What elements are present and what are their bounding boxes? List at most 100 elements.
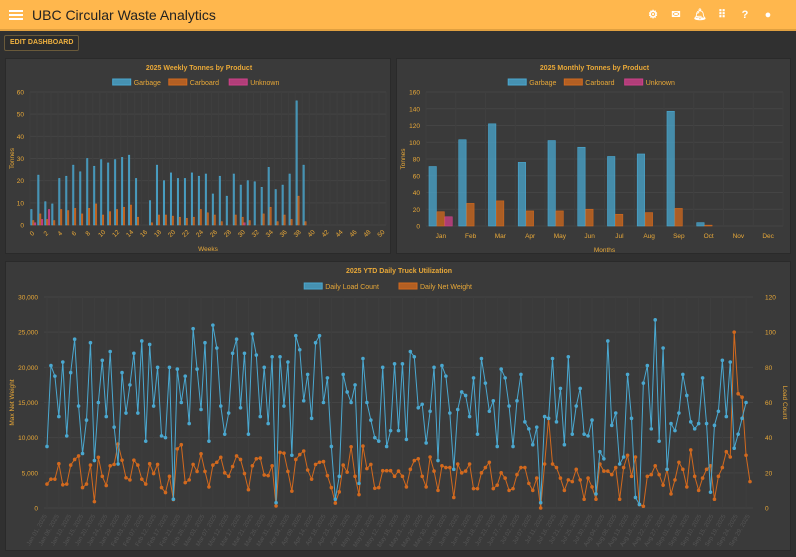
data-point [53, 477, 57, 481]
data-point [400, 362, 405, 366]
data-point [645, 474, 650, 479]
bar-carboard [53, 220, 56, 226]
data-point [222, 471, 227, 475]
data-point [495, 444, 500, 449]
data-point [562, 488, 567, 493]
x-axis-title: Weeks [198, 246, 218, 253]
data-point [606, 339, 610, 343]
bar-garbage [149, 200, 152, 226]
data-point [357, 481, 361, 486]
gear-icon[interactable]: ⚙ [648, 9, 658, 21]
data-point [278, 354, 282, 359]
x-tick-label: 36 [279, 229, 289, 239]
truck-utilization-panel: 2025 YTD Daily Truck Utilization Daily Lo… [5, 261, 791, 551]
y-left-tick-label: 5,000 [22, 470, 39, 477]
y-left-tick-label: 30,000 [18, 295, 38, 302]
data-point [475, 486, 480, 491]
data-point [175, 367, 180, 371]
data-point [657, 439, 661, 443]
x-tick-label: 2 [43, 230, 51, 238]
x-tick-label: 20 [167, 229, 177, 239]
data-point [455, 462, 460, 466]
data-point [151, 404, 156, 408]
bar-carboard [171, 215, 174, 226]
account-icon[interactable]: ● [764, 9, 772, 21]
bell-icon[interactable]: 🔔︎ [693, 9, 707, 21]
legend-swatch [168, 78, 188, 86]
data-point [80, 451, 85, 456]
data-point [708, 464, 713, 468]
data-point [57, 461, 61, 466]
data-point [479, 356, 484, 361]
edit-dashboard-button[interactable]: EDIT DASHBOARD [4, 35, 80, 51]
data-point [451, 495, 456, 500]
data-point [523, 465, 527, 470]
data-point [108, 349, 112, 354]
apps-grid-icon[interactable]: ⠿ [717, 9, 727, 21]
x-tick-label: Dec [762, 233, 774, 240]
data-point [286, 469, 290, 474]
mail-icon[interactable]: ✉ [671, 9, 681, 21]
bar-garbage [517, 162, 526, 227]
data-point [68, 370, 73, 375]
bar-carboard [213, 214, 216, 226]
data-point [637, 502, 642, 507]
data-point [337, 474, 342, 479]
series-line [46, 319, 747, 507]
data-point [530, 442, 535, 447]
bar-garbage [225, 195, 228, 226]
bar-garbage [260, 187, 263, 226]
data-point [424, 441, 428, 445]
x-tick-label: 8 [85, 230, 93, 238]
data-point [369, 462, 373, 467]
bar-garbage [65, 175, 68, 226]
data-point [226, 474, 231, 479]
data-point [341, 372, 346, 377]
bar-carboard [46, 219, 49, 226]
data-point [700, 476, 705, 480]
data-point [380, 365, 385, 370]
bar-carboard [185, 218, 188, 226]
data-point [294, 457, 298, 462]
help-icon[interactable]: ? [741, 9, 749, 21]
bar-unknown [444, 216, 453, 227]
bar-carboard [74, 208, 77, 226]
data-point [527, 427, 531, 431]
data-point [337, 490, 342, 494]
bar-carboard [555, 210, 564, 227]
bar-garbage [211, 193, 214, 226]
y-tick-label: 10 [17, 200, 25, 207]
data-point [325, 473, 330, 478]
y-right-tick-label: 120 [765, 295, 776, 302]
data-point [274, 504, 278, 508]
data-point [487, 409, 492, 414]
data-point [203, 469, 207, 474]
data-point [653, 318, 658, 322]
bar-carboard [136, 216, 139, 226]
data-point [392, 474, 397, 479]
monthly-tonnes-chart: 2025 Monthly Tonnes by Product Garbage Car… [400, 65, 784, 254]
x-tick-label: 34 [265, 229, 275, 239]
y-tick-label: 40 [413, 190, 421, 197]
data-point [613, 465, 618, 470]
data-point [270, 464, 274, 468]
data-point [720, 465, 725, 470]
data-point [550, 462, 555, 466]
x-tick-label: Jun [584, 233, 595, 240]
data-point [519, 372, 523, 377]
bar-garbage [79, 171, 82, 226]
data-point [120, 370, 124, 375]
data-point [696, 488, 701, 493]
data-point [681, 372, 685, 377]
menu-icon[interactable] [9, 9, 23, 20]
data-point [143, 482, 148, 486]
data-point [704, 421, 709, 426]
data-point [270, 354, 274, 359]
data-point [349, 400, 353, 405]
data-point [167, 365, 172, 370]
data-point [530, 488, 535, 493]
data-point [625, 453, 630, 458]
data-point [84, 418, 89, 422]
y-right-tick-label: 60 [765, 400, 773, 407]
data-point [748, 479, 752, 484]
